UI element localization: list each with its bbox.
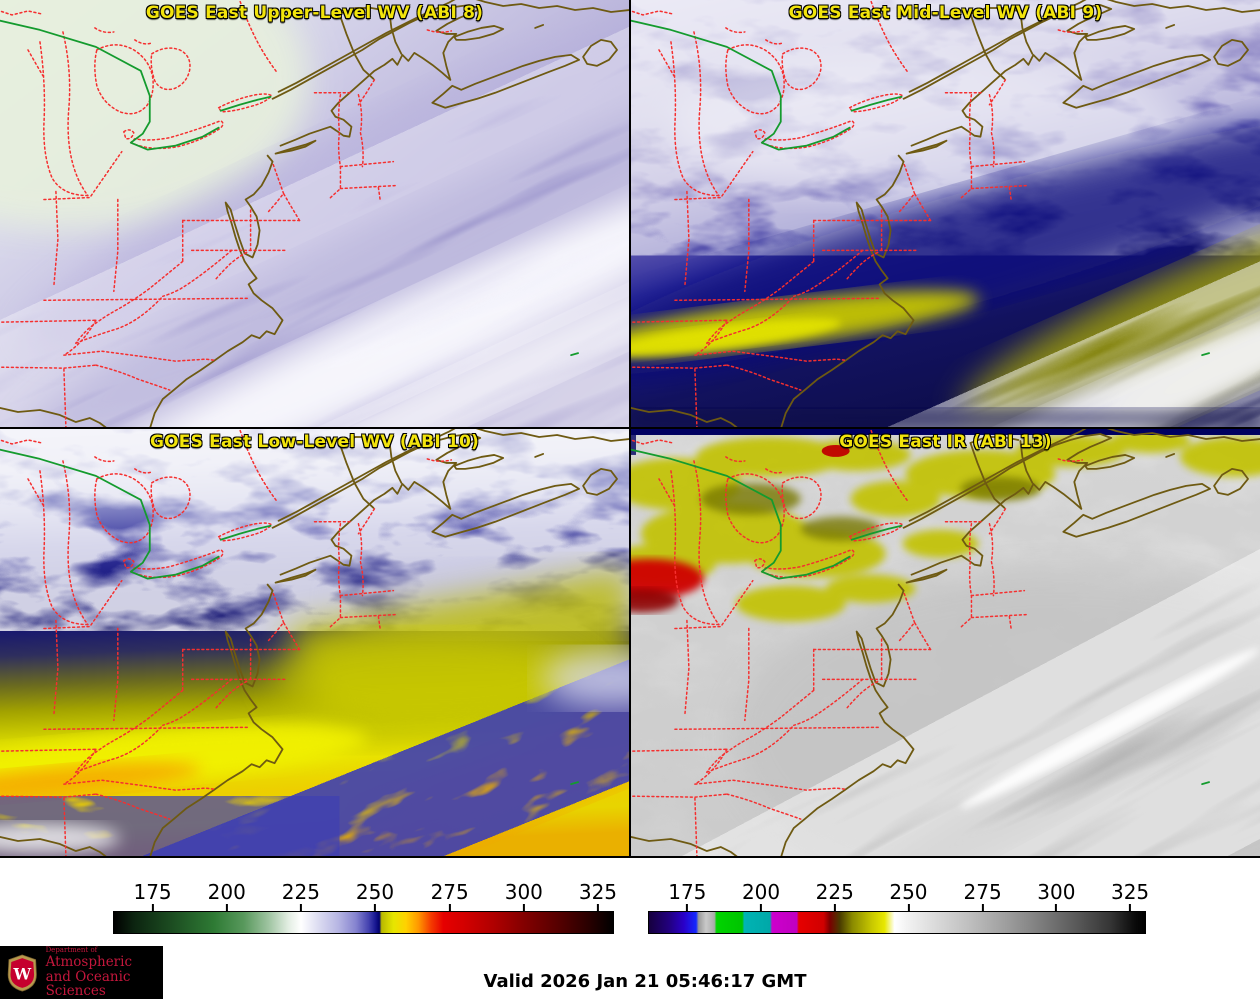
tick-mark [1129, 904, 1132, 911]
tick-mark [1055, 904, 1058, 911]
colorbar-tick: 275 [431, 882, 469, 911]
tick-mark [448, 904, 451, 911]
colorbar-tick: 275 [964, 882, 1002, 911]
panel-title-abi9: GOES East Mid-Level WV (ABI 9) [788, 3, 1103, 23]
panel-mid-level-wv: GOES East Mid-Level WV (ABI 9) [631, 0, 1260, 427]
panel-upper-level-wv: GOES East Upper-Level WV (ABI 8) [0, 0, 629, 427]
colorbar-tick: 300 [1037, 882, 1075, 911]
wv-colorbar [113, 911, 614, 934]
colorbar-tick: 225 [816, 882, 854, 911]
logo-dept-line: Department of [45, 946, 98, 955]
colorbar-tick-label: 300 [1037, 880, 1076, 904]
panel-title-abi10: GOES East Low-Level WV (ABI 10) [149, 432, 479, 452]
uw-crest-icon: W [7, 954, 37, 991]
tick-mark [374, 904, 377, 911]
colorbar-tick: 300 [505, 882, 543, 911]
colorbar-tick: 200 [742, 882, 780, 911]
tick-mark [522, 904, 525, 911]
colorbar-tick-label: 175 [668, 880, 707, 904]
colorbar-tick: 225 [282, 882, 320, 911]
colorbar-tick: 250 [889, 880, 928, 911]
panel-title-abi8: GOES East Upper-Level WV (ABI 8) [145, 3, 484, 23]
low-level-wv-image [0, 429, 629, 856]
colorbar-tick-label: 300 [504, 880, 543, 904]
colorbar-tick-label: 225 [815, 880, 854, 904]
tick-mark [596, 904, 599, 911]
tick-mark [907, 904, 910, 911]
satellite-panel-grid: GOES East Upper-Level WV (ABI 8) [0, 0, 1260, 858]
colorbar-tick: 200 [208, 882, 246, 911]
colorbar-tick: 175 [668, 882, 706, 911]
colorbar-tick-label: 325 [1110, 880, 1150, 904]
uw-aos-logo: W Department of Atmospheric and Oceanic … [0, 946, 163, 999]
tick-mark [151, 904, 154, 911]
colorbar-tick: 175 [133, 880, 172, 911]
tick-mark [760, 904, 763, 911]
colorbar-tick: 250 [356, 882, 394, 911]
svg-text:W: W [12, 964, 31, 983]
colorbar-tick-label: 200 [207, 880, 246, 904]
valid-timestamp: Valid 2026 Jan 21 05:46:17 GMT [483, 971, 807, 992]
ir-colorbar-ticks: 175 200 225 250 275 300 325 [648, 880, 1149, 916]
colorbar-tick-label: 225 [281, 880, 320, 904]
colorbar-tick-label: 200 [741, 880, 781, 904]
logo-line1: Atmospheric [45, 954, 133, 971]
panel-title-abi13: GOES East IR (ABI 13) [839, 432, 1052, 452]
tick-mark [299, 904, 302, 911]
panel-low-level-wv: GOES East Low-Level WV (ABI 10) [0, 429, 629, 856]
colorbar-tick-label: 175 [133, 880, 172, 904]
colorbar-tick-label: 275 [963, 880, 1002, 904]
tick-mark [833, 904, 836, 911]
colorbar-tick-label: 275 [430, 880, 469, 904]
tick-mark [981, 904, 984, 911]
mid-level-wv-image [631, 0, 1260, 427]
tick-mark [225, 904, 228, 911]
colorbar-tick-label: 250 [889, 880, 928, 904]
colorbar-tick-label: 325 [578, 880, 618, 904]
logo-line2: and Oceanic Sciences [45, 968, 131, 999]
colorbar-tick: 325 [579, 882, 617, 911]
logo-text: Department of Atmospheric and Oceanic Sc… [45, 946, 163, 999]
tick-mark [686, 904, 689, 911]
colorbar-tick: 325 [1111, 882, 1149, 911]
panel-ir: GOES East IR (ABI 13) [631, 429, 1260, 856]
ir-image [631, 429, 1260, 856]
colorbar-tick-label: 250 [355, 880, 395, 904]
wv-colorbar-ticks: 175 200 225 250 275 300 325 [113, 880, 617, 916]
upper-level-wv-image [0, 0, 629, 427]
ir-colorbar [648, 911, 1146, 934]
